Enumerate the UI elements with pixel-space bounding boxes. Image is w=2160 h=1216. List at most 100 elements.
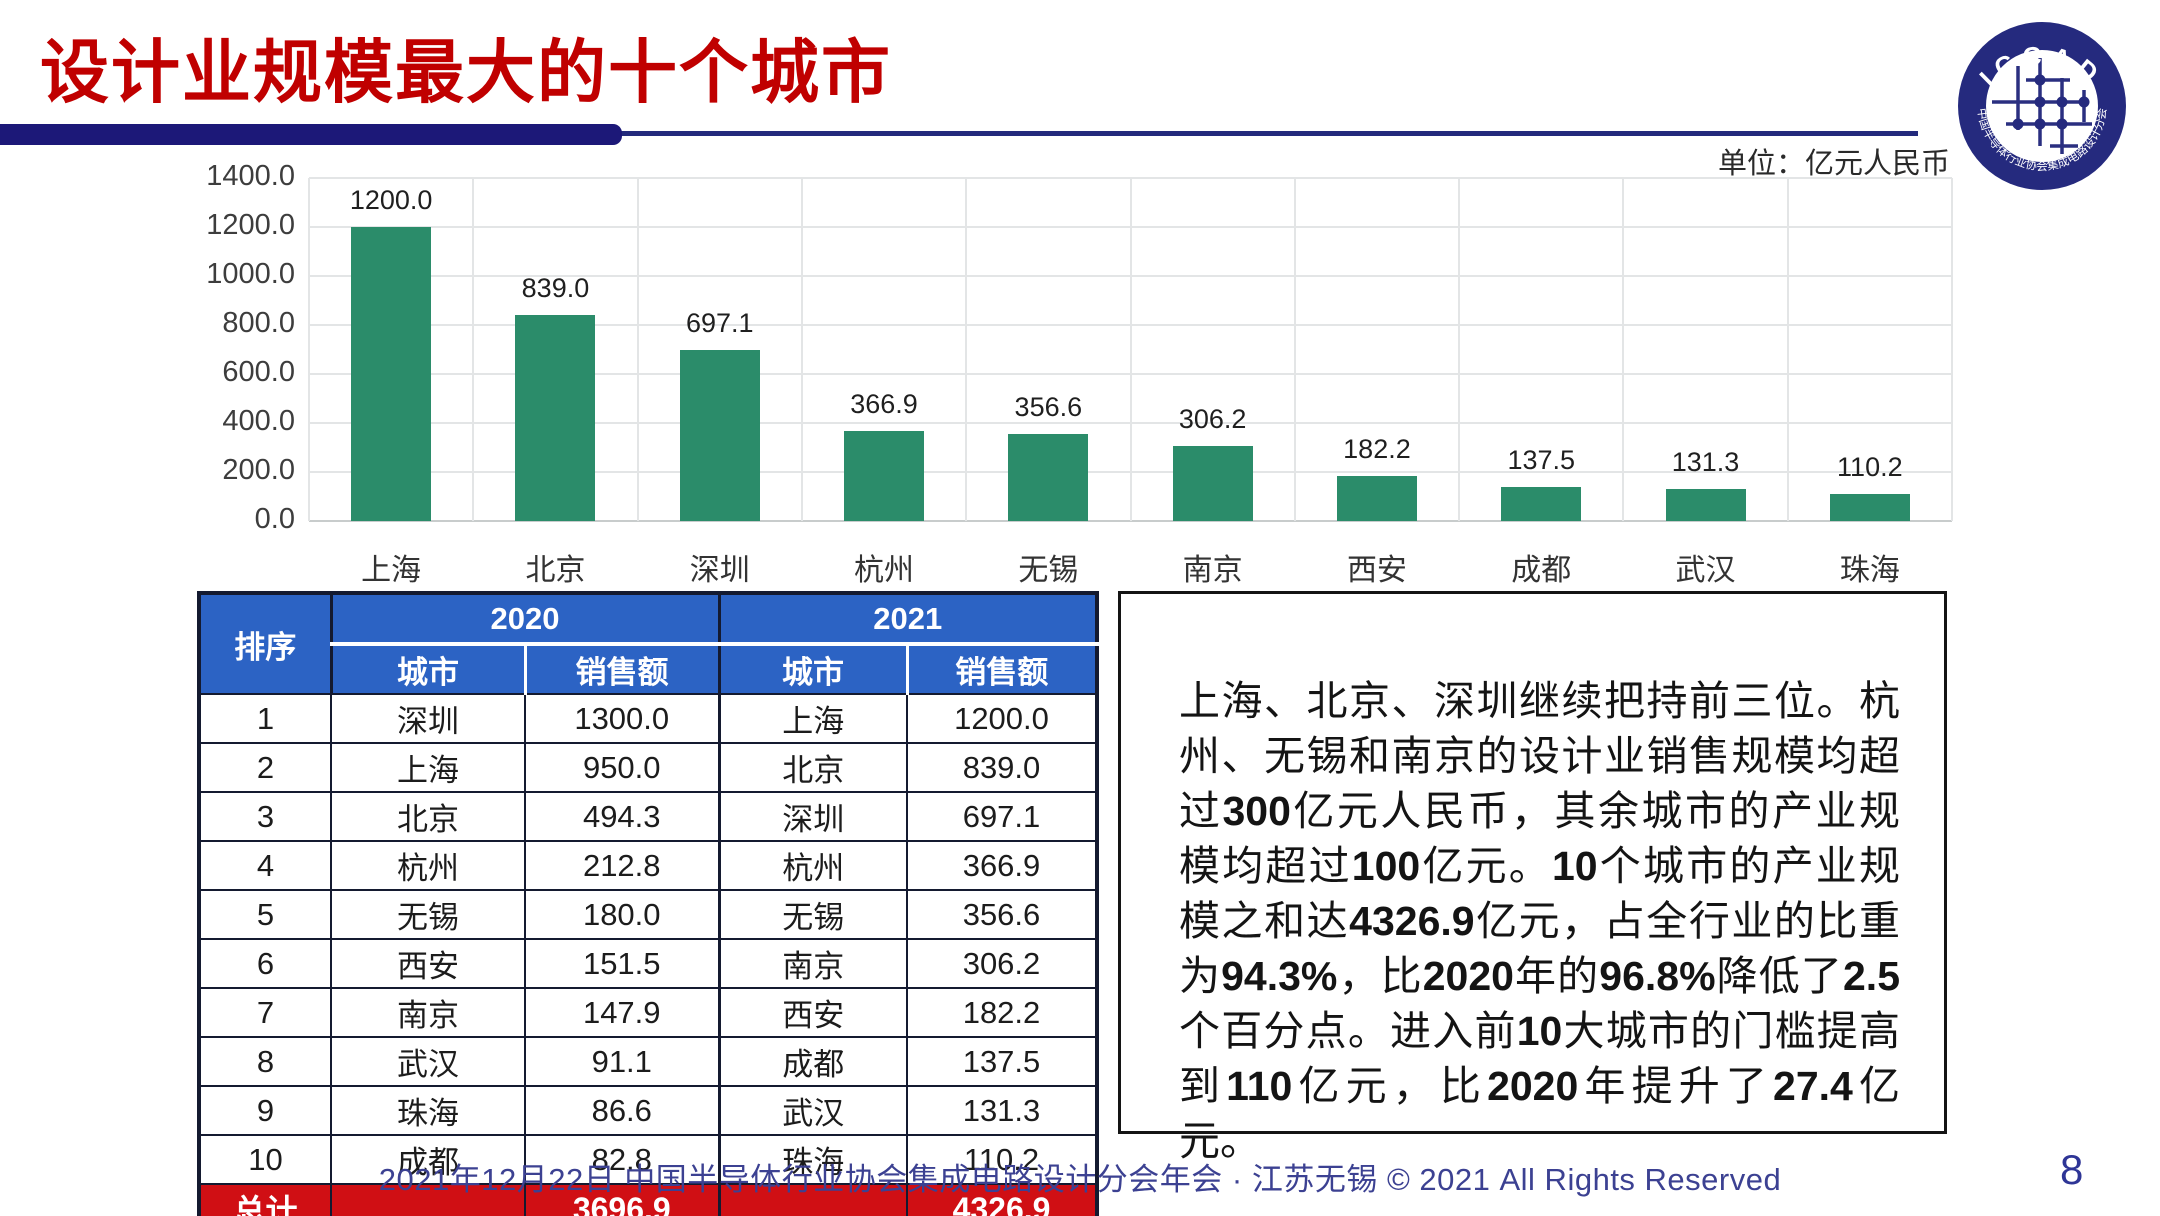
table-row: 6 西安 151.5 南京 306.2 bbox=[198, 938, 1098, 989]
table-row: 10 成都 82.8 珠海 110.2 bbox=[198, 1134, 1098, 1185]
title-divider-bar bbox=[0, 124, 622, 145]
total-2020-cell: 3696.9 bbox=[524, 1183, 720, 1216]
sales-2021-cell: 131.3 bbox=[906, 1085, 1098, 1136]
gridline-v bbox=[636, 178, 639, 521]
title-divider-line bbox=[0, 131, 1918, 136]
city-2021-cell: 深圳 bbox=[717, 791, 908, 842]
city-2021-cell: 珠海 bbox=[717, 1134, 908, 1185]
x-tick-label: 杭州 bbox=[854, 554, 915, 587]
rank-cell: 5 bbox=[198, 889, 332, 940]
page-number: 8 bbox=[2060, 1146, 2084, 1193]
table-row: 3 北京 494.3 深圳 697.1 bbox=[198, 791, 1098, 842]
bar-value-label: 306.2 bbox=[1178, 403, 1247, 434]
city-2020-cell: 成都 bbox=[330, 1134, 526, 1185]
y-tick-label: 1400.0 bbox=[206, 160, 295, 192]
bar bbox=[679, 350, 760, 521]
gridline-h bbox=[309, 422, 1952, 424]
table-row: 9 珠海 86.6 武汉 131.3 bbox=[198, 1085, 1098, 1136]
bar bbox=[1172, 445, 1253, 521]
bar-value-label: 182.2 bbox=[1343, 434, 1411, 465]
x-tick-label: 上海 bbox=[361, 554, 422, 587]
logo-circuit-dots bbox=[2012, 74, 2090, 130]
gridline-h bbox=[309, 177, 1952, 179]
sales-2021-cell: 182.2 bbox=[906, 987, 1098, 1038]
sales-2021-cell: 110.2 bbox=[906, 1134, 1098, 1185]
sales-2020-cell: 86.6 bbox=[524, 1085, 720, 1136]
chart-unit-label: 单位：亿元人民币 bbox=[1717, 148, 1950, 180]
gridline-h bbox=[309, 520, 1952, 522]
bar-value-label: 839.0 bbox=[521, 273, 590, 304]
y-tick-label: 1000.0 bbox=[206, 258, 295, 290]
sales-2020-cell: 1300.0 bbox=[524, 693, 720, 744]
y-tick-label: 200.0 bbox=[222, 454, 295, 486]
bar-value-label: 366.9 bbox=[850, 389, 918, 420]
sales-2021-cell: 306.2 bbox=[906, 938, 1098, 989]
total-empty-cell-2020 bbox=[330, 1183, 526, 1216]
sales-2021-cell: 356.6 bbox=[906, 889, 1098, 940]
sales-2020-cell: 494.3 bbox=[524, 791, 720, 842]
sales-2021-cell: 839.0 bbox=[906, 742, 1098, 793]
gridline-v bbox=[1293, 178, 1296, 521]
city-2021-cell: 武汉 bbox=[717, 1085, 908, 1136]
rank-cell: 1 bbox=[198, 693, 332, 744]
x-tick-label: 南京 bbox=[1182, 554, 1243, 587]
gridline-v bbox=[1458, 178, 1461, 521]
x-tick-label: 深圳 bbox=[689, 554, 750, 587]
city-2021-subheader: 城市 bbox=[717, 643, 908, 695]
rank-cell: 6 bbox=[198, 938, 332, 989]
iccad-logo: ICCAD 中国半导体行业协会集成电路设计分会 bbox=[1958, 22, 2126, 190]
gridline-v bbox=[308, 178, 310, 521]
sales-2020-subheader: 销售额 bbox=[523, 643, 720, 695]
city-2020-cell: 深圳 bbox=[330, 693, 526, 744]
y-tick-label: 600.0 bbox=[222, 356, 295, 388]
total-empty-cell-2021 bbox=[717, 1183, 908, 1216]
group-2021-header: 2021 bbox=[717, 592, 1098, 646]
city-2021-cell: 南京 bbox=[717, 938, 908, 989]
gridline-v bbox=[800, 178, 803, 521]
rank-cell: 7 bbox=[198, 987, 332, 1038]
y-tick-label: 400.0 bbox=[222, 405, 295, 437]
city-2020-cell: 杭州 bbox=[330, 840, 526, 891]
sales-2021-cell: 137.5 bbox=[906, 1036, 1098, 1087]
city-2021-cell: 杭州 bbox=[717, 840, 908, 891]
gridline-v bbox=[965, 178, 968, 521]
city-2021-cell: 西安 bbox=[717, 987, 908, 1038]
bar bbox=[1008, 433, 1089, 521]
bar bbox=[351, 227, 432, 521]
summary-box: 上海、北京、深圳继续把持前三位。杭州、无锡和南京的设计业销售规模均超过300亿元… bbox=[1118, 591, 1947, 1164]
rank-cell: 8 bbox=[198, 1036, 332, 1087]
gridline-h bbox=[309, 226, 1952, 228]
bar-value-label: 131.3 bbox=[1671, 446, 1740, 477]
bar bbox=[1501, 487, 1582, 521]
gridline-h bbox=[309, 373, 1952, 375]
x-tick-label: 武汉 bbox=[1675, 554, 1736, 587]
bar-value-label: 356.6 bbox=[1014, 391, 1083, 422]
total-2021-cell: 4326.9 bbox=[906, 1183, 1098, 1216]
page-title: 设计业规模最大的十个城市 bbox=[40, 34, 892, 111]
table-row: 5 无锡 180.0 无锡 356.6 bbox=[198, 889, 1098, 940]
y-tick-label: 0.0 bbox=[254, 503, 295, 535]
gridline-h bbox=[309, 324, 1952, 326]
sales-2020-cell: 212.8 bbox=[524, 840, 720, 891]
city-2020-cell: 武汉 bbox=[330, 1036, 526, 1087]
city-2021-cell: 上海 bbox=[717, 693, 908, 744]
bar bbox=[1336, 476, 1417, 521]
table-row: 2 上海 950.0 北京 839.0 bbox=[198, 742, 1098, 793]
city-2020-cell: 北京 bbox=[330, 791, 526, 842]
bar-value-label: 1200.0 bbox=[349, 185, 433, 215]
gridline-h bbox=[309, 471, 1952, 473]
city-2021-cell: 成都 bbox=[717, 1036, 908, 1087]
rank-header-cell: 排序 bbox=[198, 592, 333, 695]
bar-value-label: 137.5 bbox=[1507, 445, 1576, 476]
sales-2020-cell: 91.1 bbox=[524, 1036, 720, 1087]
sales-2021-subheader: 销售额 bbox=[905, 643, 1098, 695]
gridline-v bbox=[1129, 178, 1132, 521]
city-2020-cell: 西安 bbox=[330, 938, 526, 989]
x-tick-label: 无锡 bbox=[1018, 554, 1079, 587]
rank-cell: 4 bbox=[198, 840, 332, 891]
city-2020-cell: 上海 bbox=[330, 742, 526, 793]
gridline-v bbox=[1622, 178, 1625, 521]
sales-2021-cell: 697.1 bbox=[906, 791, 1098, 842]
sales-2020-cell: 151.5 bbox=[524, 938, 720, 989]
